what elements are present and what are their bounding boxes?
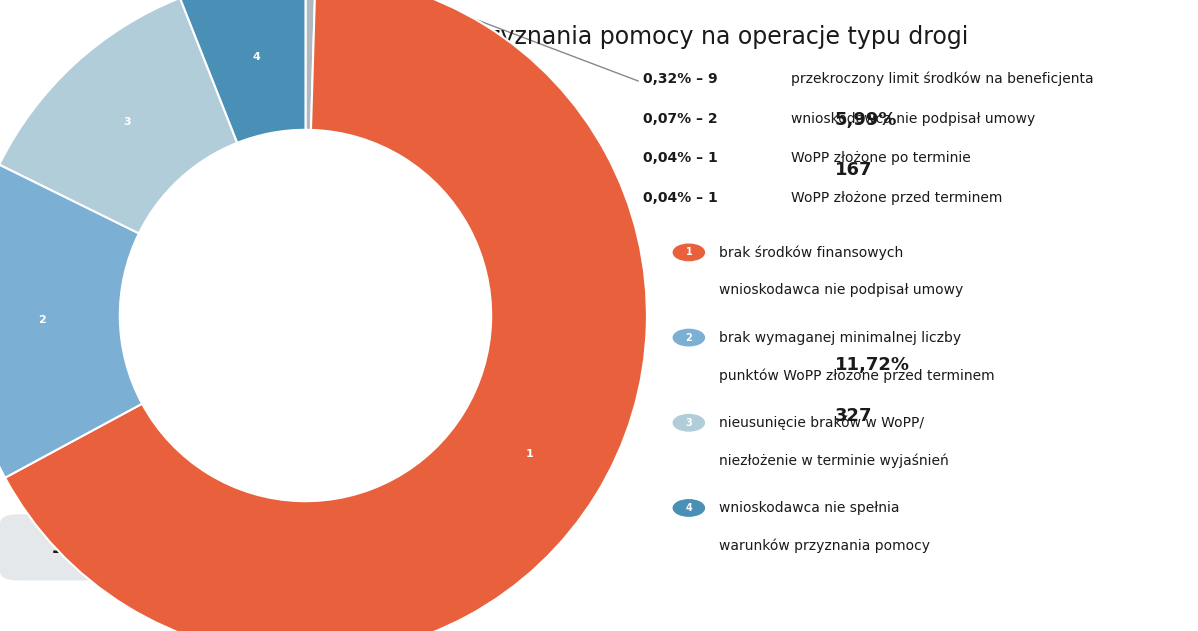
- Text: wnioskodawca nie podpisał umowy: wnioskodawca nie podpisał umowy: [791, 112, 1035, 126]
- Text: 11,72%: 11,72%: [835, 357, 909, 374]
- Text: brak wymaganej minimalnej liczby: brak wymaganej minimalnej liczby: [719, 331, 961, 345]
- Text: warunków przyznania pomocy: warunków przyznania pomocy: [719, 539, 930, 553]
- Text: 2: 2: [38, 316, 46, 326]
- Wedge shape: [0, 165, 143, 478]
- Circle shape: [673, 329, 704, 346]
- Text: 4: 4: [253, 52, 260, 62]
- Text: 100% – 2 789: 100% – 2 789: [50, 538, 195, 557]
- Circle shape: [673, 415, 704, 431]
- Circle shape: [673, 244, 704, 261]
- Text: 0,04% – 1: 0,04% – 1: [643, 151, 718, 165]
- Text: WoPP złożone przed terminem: WoPP złożone przed terminem: [791, 191, 1002, 205]
- Text: 3: 3: [123, 117, 131, 127]
- Text: 0,32% – 9: 0,32% – 9: [643, 72, 718, 86]
- Text: 0,07% – 2: 0,07% – 2: [643, 112, 718, 126]
- Text: 5,99%: 5,99%: [835, 110, 897, 129]
- Text: punktów WoPP złożone przed terminem: punktów WoPP złożone przed terminem: [719, 369, 994, 382]
- Wedge shape: [180, 0, 305, 143]
- Circle shape: [673, 500, 704, 516]
- Text: brak środków finansowych: brak środków finansowych: [719, 245, 903, 259]
- Text: WoPP złożone po terminie: WoPP złożone po terminie: [791, 151, 970, 165]
- Text: przekroczony limit środków na beneficjenta: przekroczony limit środków na beneficjen…: [791, 72, 1094, 86]
- Text: 0,04% – 1: 0,04% – 1: [643, 191, 718, 205]
- Text: 3: 3: [685, 418, 692, 428]
- Text: 2: 2: [685, 333, 692, 343]
- Wedge shape: [0, 0, 237, 233]
- Wedge shape: [305, 0, 315, 130]
- Text: 327: 327: [835, 407, 872, 425]
- Text: Przyczyny odmowy przyznania pomocy na operacje typu drogi: Przyczyny odmowy przyznania pomocy na op…: [230, 25, 968, 49]
- FancyBboxPatch shape: [0, 514, 246, 581]
- Text: 167: 167: [835, 161, 872, 179]
- Text: wnioskodawca nie podpisał umowy: wnioskodawca nie podpisał umowy: [719, 283, 963, 297]
- Text: wnioskodawca nie spełnia: wnioskodawca nie spełnia: [719, 501, 900, 515]
- Text: nieusunięcie braków w WoPP/: nieusunięcie braków w WoPP/: [719, 416, 924, 430]
- Text: 1: 1: [526, 449, 533, 459]
- Text: 4: 4: [685, 503, 692, 513]
- Text: 1: 1: [685, 247, 692, 257]
- Wedge shape: [5, 0, 647, 631]
- Text: niezłożenie w terminie wyjaśnień: niezłożenie w terminie wyjaśnień: [719, 454, 949, 468]
